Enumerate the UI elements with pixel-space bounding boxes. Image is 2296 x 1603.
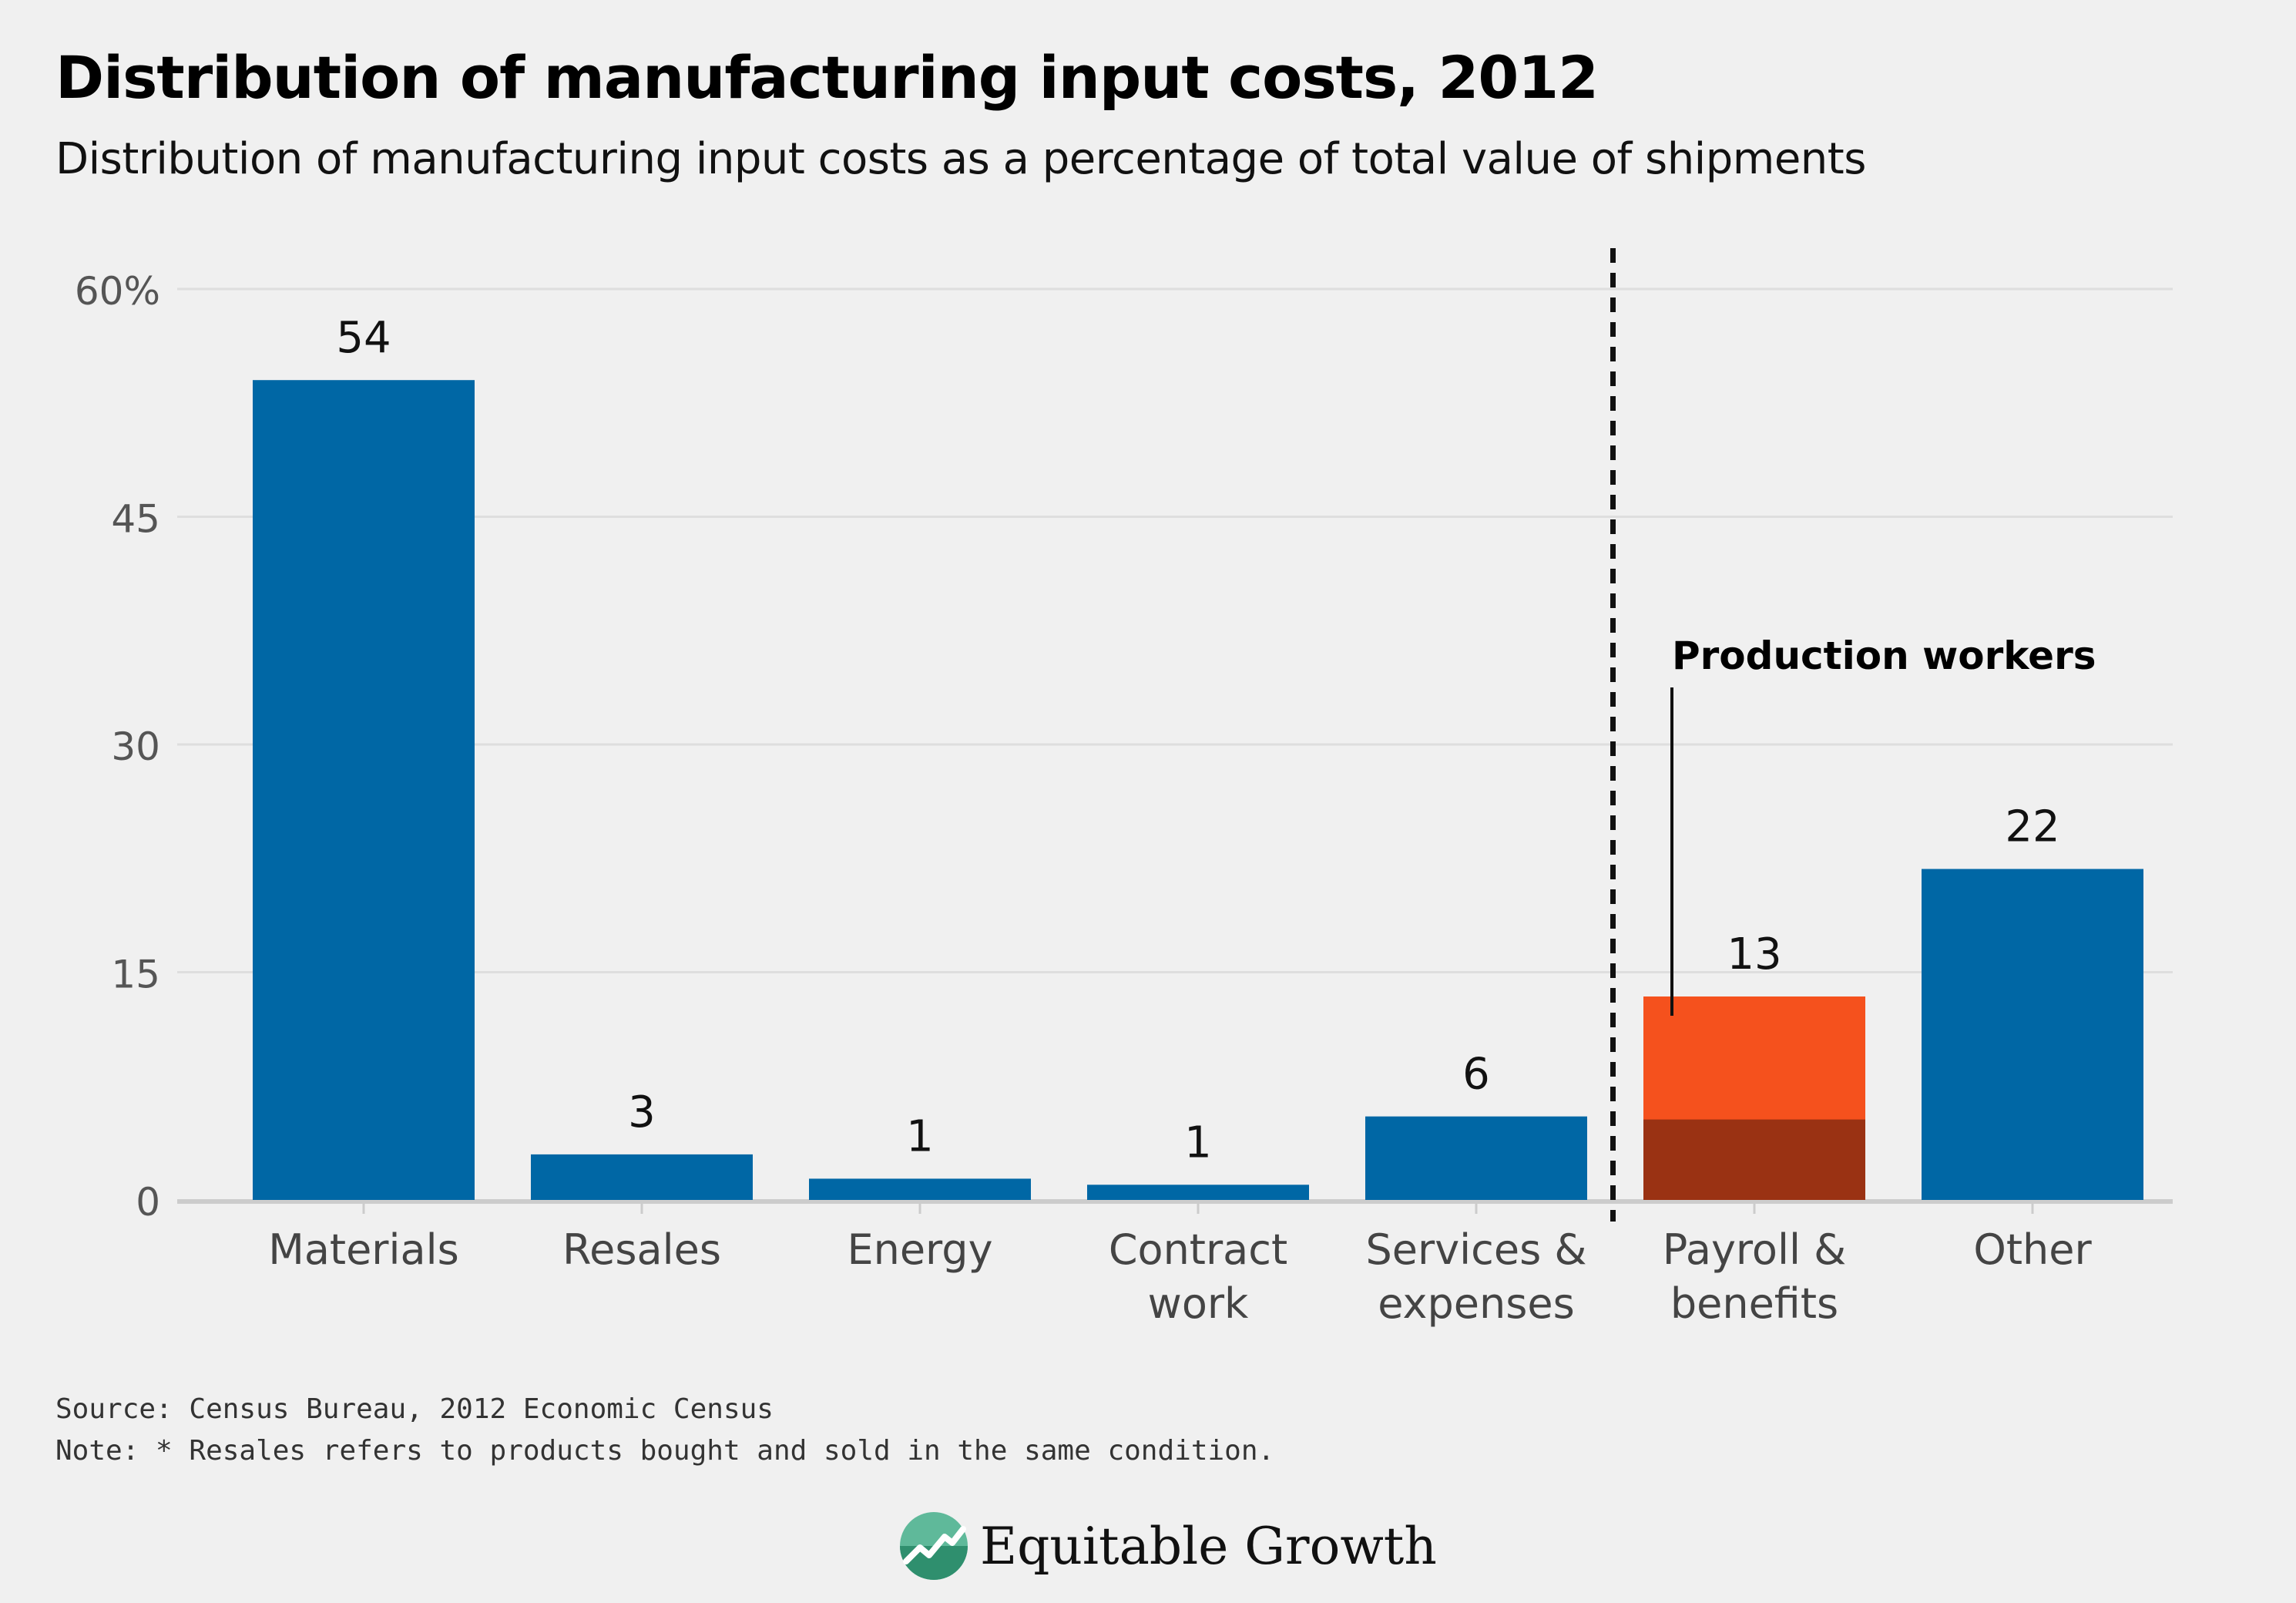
x-tick-label: Materials	[268, 1225, 459, 1274]
y-tick-label: 60%	[75, 269, 160, 314]
bar-0	[253, 380, 475, 1201]
annotation-label: Production workers	[1672, 633, 2096, 678]
y-tick-label: 45	[111, 497, 160, 542]
x-tick-label: Payroll &	[1663, 1225, 1847, 1274]
data-label: 1	[906, 1111, 934, 1161]
brand-logo[interactable]: Equitable Growth	[898, 1511, 1437, 1581]
x-tick-label: Other	[1973, 1225, 2092, 1274]
data-label: 13	[1727, 929, 1781, 980]
bar-segment-production-workers	[1643, 1119, 1865, 1200]
equitable-growth-logo-icon	[900, 1512, 968, 1580]
y-tick-label: 30	[111, 724, 160, 769]
chart-title: Distribution of manufacturing input cost…	[55, 43, 1599, 112]
data-label: 6	[1462, 1050, 1490, 1100]
brand-name: Equitable Growth	[980, 1516, 1437, 1576]
x-tick-label: benefits	[1670, 1279, 1838, 1328]
chart-subtitle: Distribution of manufacturing input cost…	[55, 134, 1866, 184]
data-label: 54	[336, 313, 391, 363]
x-tick-label: work	[1148, 1279, 1249, 1328]
bar-4	[1365, 1116, 1587, 1200]
x-tick-label: expenses	[1378, 1279, 1574, 1328]
data-label: 1	[1184, 1117, 1212, 1168]
x-tick-label: Energy	[847, 1225, 992, 1274]
y-tick-label: 0	[136, 1180, 160, 1225]
x-tick-label: Services &	[1366, 1225, 1587, 1274]
y-tick-label: 15	[111, 953, 160, 997]
data-label: 3	[628, 1087, 656, 1138]
source-note: Source: Census Bureau, 2012 Economic Cen…	[55, 1393, 774, 1425]
data-label: 22	[2005, 802, 2059, 852]
bar-1	[531, 1154, 753, 1200]
bar-3	[1087, 1185, 1309, 1200]
bar-2	[809, 1178, 1031, 1200]
x-tick-label: Resales	[562, 1225, 721, 1274]
x-tick-label: Contract	[1109, 1225, 1287, 1274]
bar-chart: 0 15 30 45 60% 54 Materials 3 Resales 1 Energy 1 Con…	[75, 248, 2173, 1328]
bar-6	[1922, 869, 2143, 1200]
footnote: Note: * Resales refers to products bough…	[55, 1435, 1275, 1467]
